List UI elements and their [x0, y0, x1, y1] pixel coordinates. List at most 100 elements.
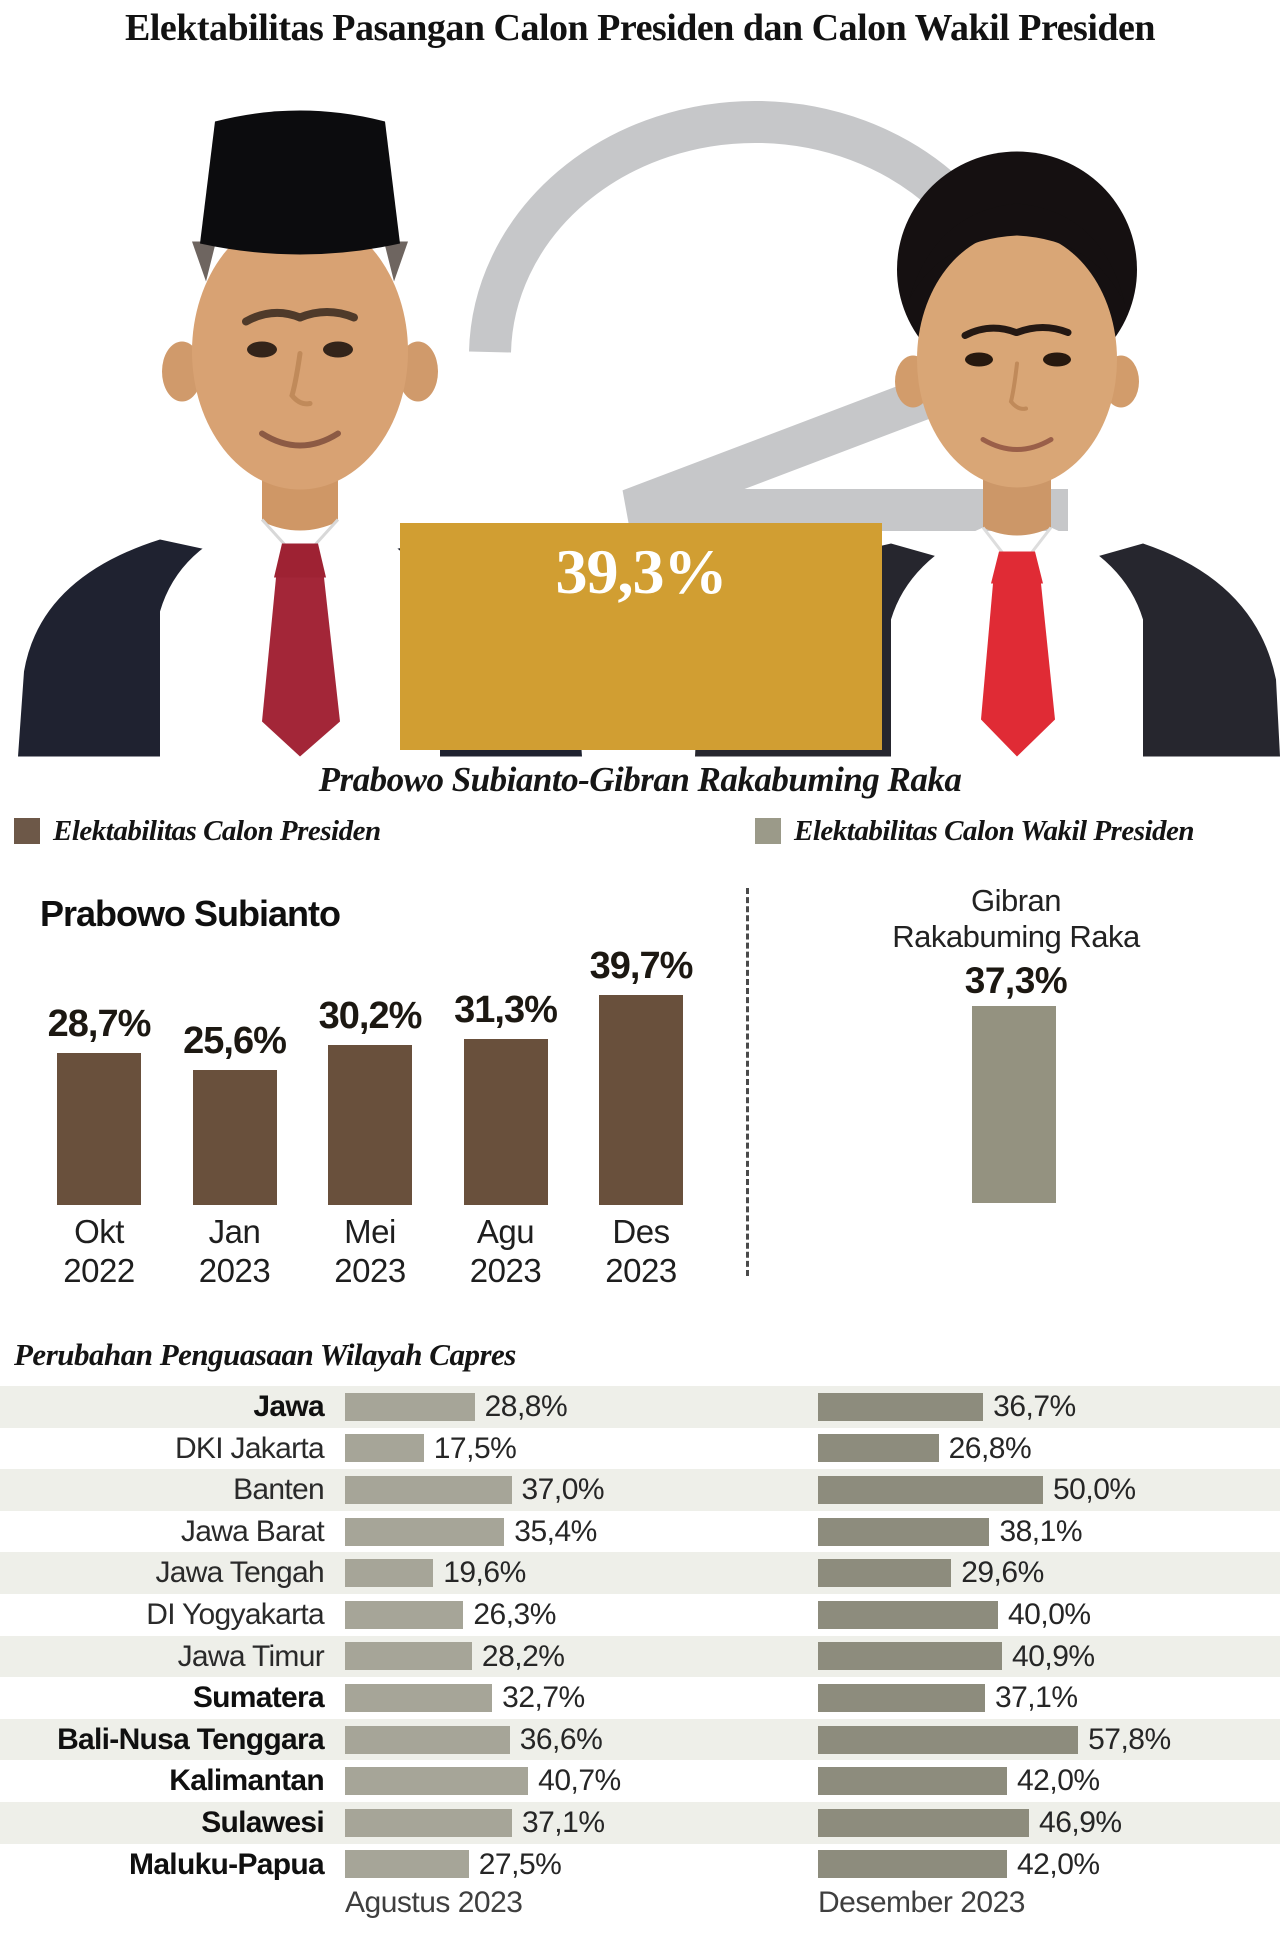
region-left-bar — [345, 1517, 505, 1546]
cawapres-name-line2: Rakabuming Raka — [892, 918, 1140, 954]
capres-bar-value: 39,7% — [589, 944, 694, 987]
region-row-label: Banten — [233, 1473, 325, 1507]
capres-legend-swatch — [14, 818, 40, 844]
cawapres-bar — [972, 1006, 1056, 1203]
capres-bar-month: Agu 2023 — [469, 1213, 542, 1289]
capres-bar-value: 28,7% — [47, 1003, 152, 1046]
region-row-stripe — [0, 1802, 1280, 1844]
region-right-bar — [818, 1600, 998, 1629]
region-left-value: 28,2% — [481, 1639, 565, 1673]
cawapres-name-line1: Gibran — [970, 883, 1062, 918]
region-left-value: 27,5% — [478, 1847, 562, 1881]
region-left-value: 36,6% — [519, 1722, 603, 1756]
region-row-label: Kalimantan — [169, 1764, 324, 1798]
region-left-bar — [345, 1600, 464, 1629]
capres-bar — [57, 1053, 141, 1205]
capres-bar-month: Okt 2022 — [63, 1213, 135, 1289]
region-right-bar — [818, 1725, 1079, 1754]
region-right-value: 37,1% — [994, 1681, 1078, 1715]
region-row-label: DI Yogyakarta — [146, 1598, 324, 1631]
capres-bar-month: Mei 2023 — [334, 1213, 406, 1289]
region-right-value: 40,9% — [1012, 1639, 1095, 1673]
capres-bar — [599, 994, 683, 1205]
region-left-value: 19,6% — [443, 1556, 526, 1590]
region-left-bar — [345, 1559, 434, 1588]
shirt — [160, 519, 440, 757]
region-row-stripe — [0, 1469, 1280, 1511]
region-left-bar — [345, 1392, 475, 1421]
pair-electability-value: 39,3% — [555, 536, 728, 607]
hero-section: 39,3% — [0, 52, 1280, 758]
region-row-label: Jawa — [253, 1390, 324, 1423]
right-axis-label: Desember 2023 — [818, 1886, 1025, 1919]
region-row-label: Bali-Nusa Tenggara — [57, 1722, 325, 1756]
region-right-bar — [818, 1392, 984, 1421]
region-left-bar — [345, 1476, 512, 1504]
region-left-value: 32,7% — [502, 1681, 585, 1715]
regions-section-title: Perubahan Penguasaan Wilayah Capres — [14, 1337, 516, 1372]
region-right-bar — [818, 1517, 990, 1546]
region-right-value: 46,9% — [1039, 1806, 1122, 1839]
region-row-stripe — [0, 1635, 1280, 1678]
region-right-value: 29,6% — [961, 1556, 1044, 1590]
region-left-value: 40,7% — [538, 1764, 621, 1798]
capres-bar-value: 30,2% — [318, 995, 423, 1038]
legend-item-cawapres: Elektabilitas Calon Wakil Presiden — [755, 814, 1195, 847]
capres-bar-month: Des 2023 — [605, 1213, 677, 1289]
region-right-value: 42,0% — [1017, 1764, 1100, 1798]
ear — [162, 341, 202, 402]
region-right-value: 40,0% — [1008, 1598, 1091, 1631]
region-right-value: 26,8% — [948, 1431, 1032, 1465]
left-axis-label: Agustus 2023 — [345, 1886, 523, 1919]
region-left-value: 26,3% — [473, 1598, 556, 1631]
nose — [289, 351, 313, 407]
region-left-bar — [345, 1434, 424, 1463]
region-left-bar — [345, 1808, 512, 1837]
capres-legend-label: Elektabilitas Calon Presiden — [53, 814, 381, 847]
cawapres-legend-label: Elektabilitas Calon Wakil Presiden — [794, 814, 1195, 847]
region-left-value: 37,0% — [521, 1473, 605, 1507]
region-row-label: Maluku-Papua — [129, 1847, 325, 1881]
region-left-bar — [345, 1725, 510, 1754]
capres-bar-value: 25,6% — [183, 1019, 287, 1062]
region-row-label: Jawa Timur — [177, 1639, 325, 1673]
pair-number-glyph — [469, 101, 1068, 531]
region-left-value: 37,1% — [521, 1806, 605, 1839]
region-row-label: Jawa Barat — [180, 1514, 325, 1548]
region-right-value: 57,8% — [1088, 1722, 1171, 1756]
capres-bar — [328, 1045, 412, 1205]
region-left-bar — [345, 1767, 529, 1796]
shirt — [891, 527, 1143, 757]
region-right-value: 50,0% — [1053, 1473, 1136, 1507]
face — [192, 213, 408, 490]
region-row-label: Sumatera — [192, 1681, 325, 1715]
cawapres-legend-swatch — [755, 818, 781, 844]
capres-bar-value: 31,3% — [454, 989, 558, 1032]
region-left-bar — [345, 1642, 472, 1671]
region-row-label: Jawa Tengah — [155, 1556, 324, 1590]
legend-item-capres: Elektabilitas Calon Presiden — [14, 814, 381, 847]
pair-electability-box: 39,3% — [400, 523, 882, 750]
page-title: Elektabilitas Pasangan Calon Presiden da… — [124, 7, 1156, 49]
vertical-dashed-divider — [746, 888, 749, 1276]
eye — [323, 341, 353, 358]
cawapres-chart-title: Gibran Rakabuming Raka — [816, 883, 1216, 955]
region-right-value: 42,0% — [1017, 1847, 1100, 1881]
tie — [981, 551, 1055, 757]
tie — [262, 543, 340, 757]
region-left-bar — [345, 1684, 493, 1712]
region-row-label: Sulawesi — [201, 1806, 324, 1839]
region-right-bar — [818, 1850, 1007, 1879]
region-right-bar — [818, 1684, 985, 1712]
region-right-bar — [818, 1642, 1003, 1671]
cawapres-bar-value: 37,3% — [964, 960, 1068, 1001]
ear — [1103, 355, 1139, 408]
region-left-value: 17,5% — [433, 1431, 517, 1465]
eye — [247, 341, 277, 358]
mouth — [259, 430, 341, 449]
region-right-bar — [818, 1559, 952, 1588]
capres-bar-month: Jan 2023 — [198, 1213, 271, 1289]
capres-bar — [463, 1039, 548, 1205]
capres-chart-title: Prabowo Subianto — [40, 893, 341, 934]
